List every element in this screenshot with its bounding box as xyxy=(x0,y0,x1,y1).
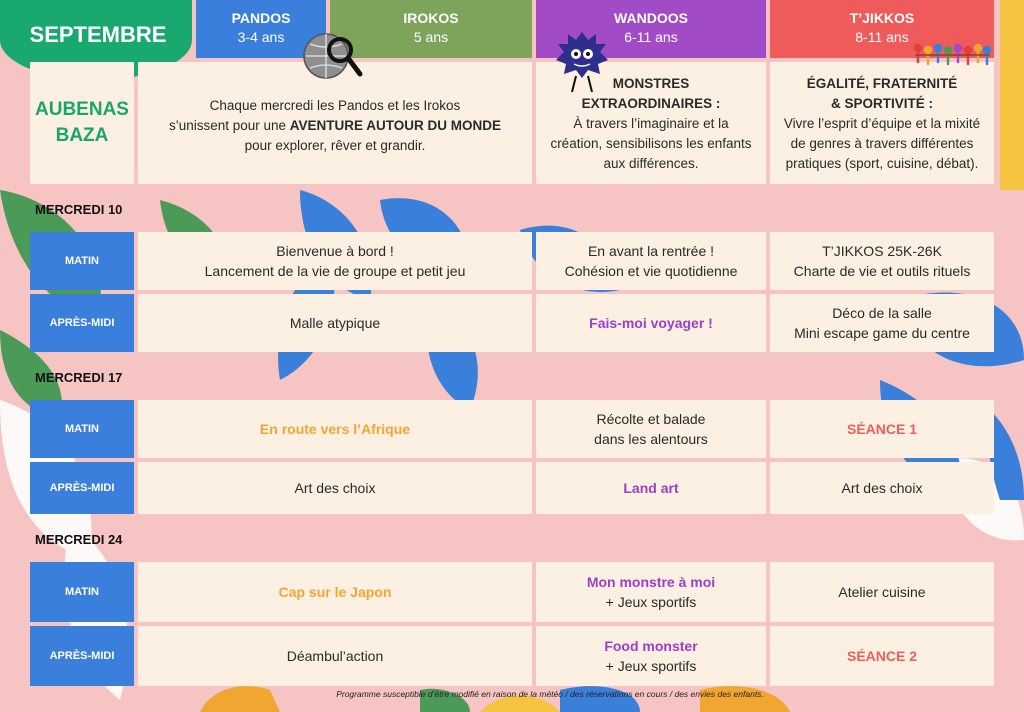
group-age: 3-4 ans xyxy=(237,29,285,45)
day-title: MERCREDI 10 xyxy=(35,202,123,217)
label-matin: MATIN xyxy=(30,562,134,622)
intro-line: pour explorer, rêver et grandir. xyxy=(244,138,426,153)
location-line: AUBENAS xyxy=(35,99,129,120)
intro-title: MONSTRES xyxy=(612,76,690,91)
group-name: PANDOS xyxy=(231,10,291,26)
label-apres-midi: APRÈS-MIDI xyxy=(30,294,134,352)
globe-magnifier-icon xyxy=(303,33,363,79)
activity-cell: Food monster + Jeux sportifs xyxy=(536,626,766,686)
activity-cell: Malle atypique xyxy=(138,294,532,352)
activity-cell: Fais-moi voyager ! xyxy=(536,294,766,352)
group-age: 6-11 ans xyxy=(624,29,678,45)
group-name: WANDOOS xyxy=(614,10,688,26)
group-name: T’JIKKOS xyxy=(849,10,915,26)
day-title: MERCREDI 17 xyxy=(35,370,123,385)
intro-wandoos: MONSTRES EXTRAORDINAIRES : À travers l’i… xyxy=(536,62,766,184)
intro-line: aux différences. xyxy=(603,156,699,171)
activity-cell: Cap sur le Japon xyxy=(138,562,532,622)
activity-cell: Art des choix xyxy=(138,462,532,514)
header-irokos: IROKOS 5 ans xyxy=(330,0,532,58)
activity-cell: Atelier cuisine xyxy=(770,562,994,622)
monster-icon xyxy=(556,32,608,93)
people-chain-icon xyxy=(913,43,992,66)
intro-title: EXTRAORDINAIRES : xyxy=(581,96,721,111)
header-pandos: PANDOS 3-4 ans xyxy=(196,0,326,58)
label-apres-midi: APRÈS-MIDI xyxy=(30,626,134,686)
location-line: BAZA xyxy=(55,125,109,146)
intro-tjikkos: ÉGALITÉ, FRATERNITÉ & SPORTIVITÉ : Vivre… xyxy=(770,62,994,184)
group-age: 8-11 ans xyxy=(855,29,909,45)
activity-cell: En avant la rentrée ! Cohésion et vie quo… xyxy=(536,232,766,290)
label-matin: MATIN xyxy=(30,400,134,458)
activity-cell: Déambul’action xyxy=(138,626,532,686)
group-name: IROKOS xyxy=(403,10,459,26)
intro-pandos-irokos: Chaque mercredi les Pandos et les Irokos… xyxy=(138,62,532,184)
intro-line: s’unissent pour une AVENTURE AUTOUR DU M… xyxy=(168,118,502,133)
activity-cell: T’JIKKOS 25K-26K Charte de vie et outils … xyxy=(770,232,994,290)
activity-cell: Art des choix xyxy=(770,462,994,514)
activity-cell: SÉANCE 2 xyxy=(770,626,994,686)
intro-line: pratiques (sport, cuisine, débat). xyxy=(785,156,979,171)
location-cell: AUBENAS BAZA xyxy=(30,62,134,184)
activity-cell: SÉANCE 1 xyxy=(770,400,994,458)
label-matin: MATIN xyxy=(30,232,134,290)
intro-line: de genres à travers différentes xyxy=(790,136,974,151)
month-title: SEPTEMBRE xyxy=(29,22,167,47)
activity-cell: Land art xyxy=(536,462,766,514)
intro-line: À travers l’imaginaire et la xyxy=(573,116,729,131)
activity-cell: Déco de la salle Mini escape game du cent… xyxy=(770,294,994,352)
footer-note: Programme susceptible d’être modifié en … xyxy=(336,689,764,699)
intro-line: Vivre l’esprit d’équipe et la mixité xyxy=(783,116,981,131)
label-apres-midi: APRÈS-MIDI xyxy=(30,462,134,514)
activity-cell: Bienvenue à bord ! Lancement de la vie de… xyxy=(138,232,532,290)
activity-cell: En route vers l’Afrique xyxy=(138,400,532,458)
group-age: 5 ans xyxy=(413,29,449,45)
intro-title: ÉGALITÉ, FRATERNITÉ xyxy=(806,76,958,91)
activity-cell: Mon monstre à moi + Jeux sportifs xyxy=(536,562,766,622)
day-title: MERCREDI 24 xyxy=(35,532,123,547)
intro-line: création, sensibilisons les enfants xyxy=(550,136,752,151)
intro-title: & SPORTIVITÉ : xyxy=(830,96,933,111)
intro-line: Chaque mercredi les Pandos et les Irokos xyxy=(209,98,461,113)
activity-cell: Récolte et balade dans les alentours xyxy=(536,400,766,458)
